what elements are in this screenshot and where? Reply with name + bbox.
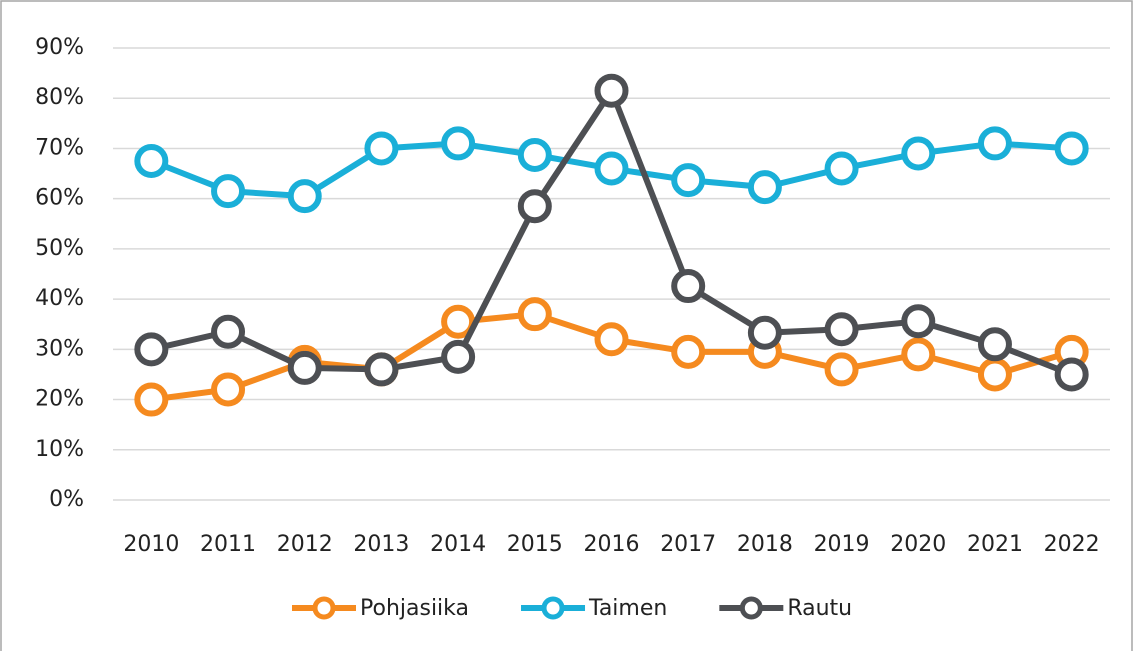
y-tick-label: 90% xyxy=(35,35,84,60)
x-tick-label: 2011 xyxy=(200,532,256,557)
point-marker xyxy=(364,131,399,166)
y-tick-label: 50% xyxy=(35,236,84,261)
x-tick-label: 2022 xyxy=(1044,532,1100,557)
point-marker xyxy=(594,73,629,108)
point-marker xyxy=(824,352,859,387)
point-marker xyxy=(287,179,322,214)
point-marker xyxy=(977,327,1012,362)
point-marker xyxy=(671,334,706,369)
x-tick-label: 2019 xyxy=(814,532,870,557)
point-marker xyxy=(134,382,169,417)
point-marker xyxy=(747,315,782,350)
x-tick-label: 2010 xyxy=(123,532,179,557)
y-tick-label: 70% xyxy=(35,135,84,160)
legend-marker xyxy=(541,596,565,620)
y-tick-label: 10% xyxy=(35,437,84,462)
point-marker xyxy=(211,174,246,209)
point-marker xyxy=(134,144,169,178)
y-tick-label: 40% xyxy=(35,286,84,311)
point-marker xyxy=(977,126,1012,161)
point-marker xyxy=(517,137,552,172)
legend-marker xyxy=(312,596,336,620)
y-tick-label: 0% xyxy=(49,487,84,512)
legend-label: Taimen xyxy=(588,596,667,621)
point-marker xyxy=(211,372,246,407)
point-marker xyxy=(671,163,706,198)
point-marker xyxy=(441,126,476,161)
point-marker xyxy=(211,314,246,349)
y-tick-label: 30% xyxy=(35,336,84,361)
x-tick-label: 2017 xyxy=(660,532,716,557)
point-marker xyxy=(364,352,399,387)
x-tick-label: 2016 xyxy=(584,532,640,557)
x-tick-label: 2015 xyxy=(507,532,563,557)
point-marker xyxy=(517,189,552,224)
x-tick-label: 2014 xyxy=(430,532,486,557)
point-marker xyxy=(1054,357,1089,392)
point-marker xyxy=(287,350,322,385)
legend-marker xyxy=(739,596,763,620)
point-marker xyxy=(594,151,629,186)
point-marker xyxy=(901,136,936,171)
y-tick-label: 20% xyxy=(35,387,84,412)
x-tick-label: 2021 xyxy=(967,532,1023,557)
point-marker xyxy=(747,170,782,205)
point-marker xyxy=(441,304,476,339)
x-tick-label: 2013 xyxy=(353,532,409,557)
point-marker xyxy=(824,312,859,347)
y-tick-label: 60% xyxy=(35,186,84,211)
y-tick-label: 80% xyxy=(35,85,84,110)
point-marker xyxy=(441,339,476,374)
legend-label: Rautu xyxy=(787,596,852,621)
x-tick-label: 2020 xyxy=(890,532,946,557)
legend-label: Pohjasiika xyxy=(360,596,469,621)
point-marker xyxy=(901,304,936,339)
point-marker xyxy=(977,357,1012,392)
point-marker xyxy=(134,332,169,367)
x-tick-label: 2012 xyxy=(277,532,333,557)
point-marker xyxy=(1054,131,1089,166)
point-marker xyxy=(901,337,936,372)
point-marker xyxy=(594,322,629,357)
point-marker xyxy=(517,297,552,332)
point-marker xyxy=(671,269,706,304)
point-marker xyxy=(824,151,859,186)
x-tick-label: 2018 xyxy=(737,532,793,557)
